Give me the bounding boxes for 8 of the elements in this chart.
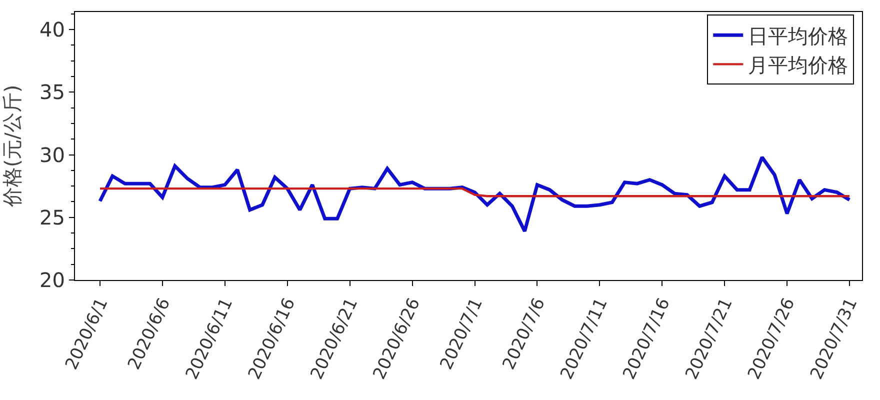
y-tick-label: 30 [40, 142, 65, 167]
legend-label: 日平均价格 [748, 24, 848, 48]
legend-label: 月平均价格 [748, 52, 848, 77]
y-tick-label: 25 [40, 205, 65, 230]
y-tick-label: 40 [40, 18, 65, 42]
y-tick-label: 35 [40, 80, 65, 104]
y-axis-title: 价格(元/公斤) [0, 84, 24, 208]
y-tick-label: 20 [40, 268, 65, 292]
